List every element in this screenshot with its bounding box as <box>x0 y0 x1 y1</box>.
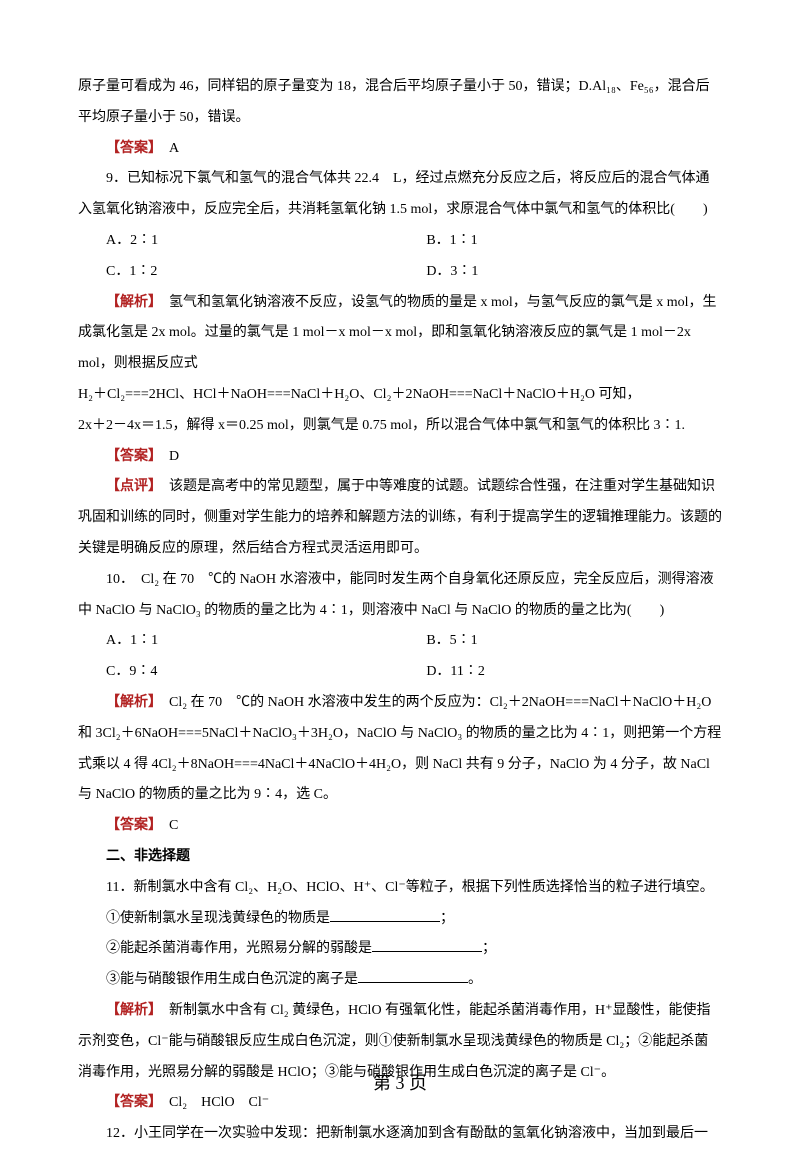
q11-sub3-tail: 。 <box>468 972 482 987</box>
comment-9: 【点评】 该题是高考中的常见题型，属于中等难度的试题。试题综合性强，在注重对学生… <box>78 472 722 564</box>
section-2-heading: 二、非选择题 <box>78 842 722 873</box>
solution-10-text: Cl₂ 在 70 ℃的 NaOH 水溶液中发生的两个反应为：Cl₂＋2NaOH=… <box>78 695 721 802</box>
q11-sub1-text: ①使新制氯水呈现浅黄绿色的物质是 <box>106 911 330 926</box>
option-9a: A．2∶1 <box>106 226 426 257</box>
solution-9-eq1: H₂＋Cl₂===2HCl、HCl＋NaOH===NaCl＋H₂O、Cl₂＋2N… <box>78 380 722 411</box>
blank-1 <box>330 907 440 922</box>
answer-10-value: C <box>155 818 178 833</box>
option-10c: C．9∶4 <box>106 657 426 688</box>
q11-sub2-text: ②能起杀菌消毒作用，光照易分解的弱酸是 <box>106 941 372 956</box>
intro-paragraph: 原子量可看成为 46，同样铝的原子量变为 18，混合后平均原子量小于 50，错误… <box>78 72 722 134</box>
option-9b: B．1∶1 <box>426 226 722 257</box>
question-10: 10． Cl₂ 在 70 ℃的 NaOH 水溶液中，能同时发生两个自身氧化还原反… <box>78 565 722 627</box>
option-10a: A．1∶1 <box>106 626 426 657</box>
solution-9-text: 氢气和氢氧化钠溶液不反应，设氢气的物质的量是 x mol，与氢气反应的氯气是 x… <box>78 295 717 372</box>
question-9-options-row1: A．2∶1 B．1∶1 <box>78 226 722 257</box>
comment-9-label: 【点评】 <box>106 479 155 494</box>
question-10-options-row1: A．1∶1 B．5∶1 <box>78 626 722 657</box>
question-9: 9．已知标况下氯气和氢气的混合气体共 22.4 L，经过点燃充分反应之后，将反应… <box>78 164 722 226</box>
answer-9: 【答案】 D <box>78 442 722 473</box>
q11-sub2-tail: ； <box>482 941 496 956</box>
option-9d: D．3∶1 <box>426 257 722 288</box>
answer-9-label: 【答案】 <box>106 449 155 464</box>
question-12: 12．小王同学在一次实验中发现：把新制氯水逐滴加到含有酚酞的氢氧化钠溶液中，当加… <box>78 1119 722 1150</box>
answer-8-label: 【答案】 <box>106 141 155 156</box>
page-footer: 第 3 页 <box>0 1064 800 1104</box>
answer-10-label: 【答案】 <box>106 818 155 833</box>
blank-2 <box>372 937 482 952</box>
page-container: 原子量可看成为 46，同样铝的原子量变为 18，混合后平均原子量小于 50，错误… <box>0 0 800 1132</box>
q11-sub1-tail: ； <box>440 911 454 926</box>
option-10b: B．5∶1 <box>426 626 722 657</box>
question-11-sub3: ③能与硝酸银作用生成白色沉淀的离子是 。 <box>78 965 722 996</box>
option-10d: D．11∶2 <box>426 657 722 688</box>
comment-9-text: 该题是高考中的常见题型，属于中等难度的试题。试题综合性强，在注重对学生基础知识巩… <box>78 479 722 556</box>
answer-8: 【答案】 A <box>78 134 722 165</box>
answer-10: 【答案】 C <box>78 811 722 842</box>
answer-8-value: A <box>155 141 179 156</box>
blank-3 <box>358 968 468 983</box>
solution-9: 【解析】 氢气和氢氧化钠溶液不反应，设氢气的物质的量是 x mol，与氢气反应的… <box>78 288 722 380</box>
solution-9-label: 【解析】 <box>106 295 155 310</box>
question-11-sub2: ②能起杀菌消毒作用，光照易分解的弱酸是 ； <box>78 934 722 965</box>
option-9c: C．1∶2 <box>106 257 426 288</box>
solution-10-label: 【解析】 <box>106 695 155 710</box>
solution-10: 【解析】 Cl₂ 在 70 ℃的 NaOH 水溶液中发生的两个反应为：Cl₂＋2… <box>78 688 722 811</box>
solution-9-eq2: 2x＋2－4x＝1.5，解得 x＝0.25 mol，则氯气是 0.75 mol，… <box>78 411 722 442</box>
solution-11-label: 【解析】 <box>106 1003 155 1018</box>
q11-sub3-text: ③能与硝酸银作用生成白色沉淀的离子是 <box>106 972 358 987</box>
question-10-options-row2: C．9∶4 D．11∶2 <box>78 657 722 688</box>
question-11: 11．新制氯水中含有 Cl₂、H₂O、HClO、H⁺、Cl⁻等粒子，根据下列性质… <box>78 873 722 904</box>
answer-9-value: D <box>155 449 179 464</box>
question-9-options-row2: C．1∶2 D．3∶1 <box>78 257 722 288</box>
question-11-sub1: ①使新制氯水呈现浅黄绿色的物质是 ； <box>78 904 722 935</box>
